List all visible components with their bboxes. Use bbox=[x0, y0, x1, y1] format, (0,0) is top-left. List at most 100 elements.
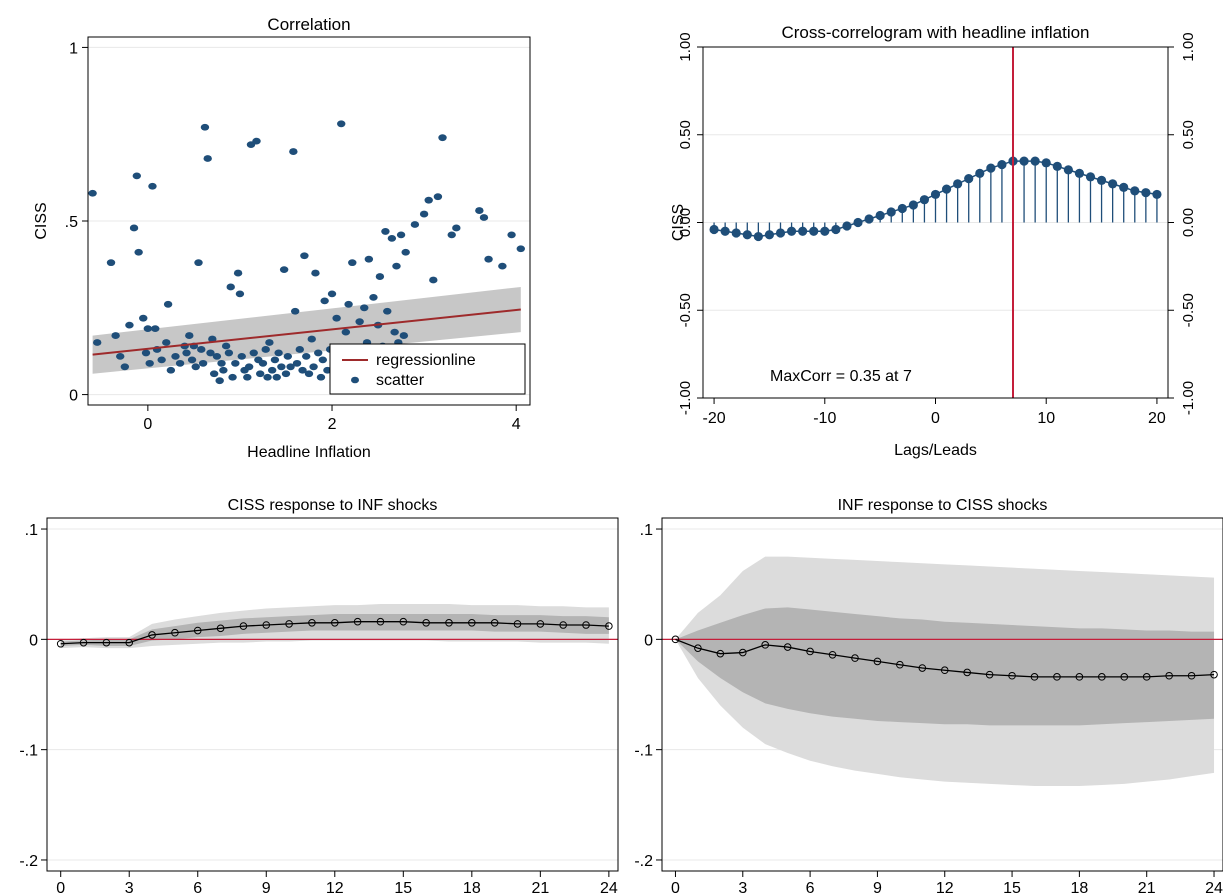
correlation-marker bbox=[1085, 172, 1096, 182]
correlation-marker bbox=[986, 163, 996, 173]
y-tick-label: -.1 bbox=[634, 743, 653, 760]
response-marker bbox=[828, 650, 837, 659]
correlation-marker bbox=[731, 228, 741, 238]
response-marker bbox=[490, 618, 499, 627]
scatter-point bbox=[320, 297, 329, 305]
scatter-point bbox=[209, 370, 219, 378]
correlation-marker bbox=[886, 207, 896, 217]
scatter-point bbox=[274, 349, 283, 357]
x-tick-label: 2 bbox=[328, 416, 337, 433]
scatter-point bbox=[433, 193, 443, 201]
correlation-marker bbox=[1108, 179, 1118, 189]
scatter-point bbox=[255, 370, 265, 378]
response-marker bbox=[896, 660, 904, 669]
scatter-point bbox=[337, 120, 346, 128]
scatter-point bbox=[307, 335, 316, 343]
x-axis-label: Headline Inflation bbox=[247, 444, 371, 461]
y-tick-label: .5 bbox=[65, 214, 78, 231]
scatter-point bbox=[316, 373, 326, 381]
response-marker bbox=[102, 638, 111, 647]
x-tick-label: 24 bbox=[1205, 880, 1223, 896]
y-tick-label: 1 bbox=[69, 40, 78, 57]
scatter-point bbox=[392, 262, 401, 270]
scatter-point bbox=[290, 307, 300, 315]
scatter-point bbox=[304, 370, 314, 378]
scatter-point bbox=[148, 182, 157, 190]
response-marker bbox=[605, 622, 613, 630]
x-tick-label: 21 bbox=[531, 880, 549, 896]
scatter-point bbox=[175, 359, 185, 367]
response-marker bbox=[399, 617, 408, 626]
scatter-point bbox=[151, 325, 160, 333]
scatter-point bbox=[383, 307, 392, 315]
x-tick-label: 18 bbox=[1070, 880, 1088, 896]
x-tick-label: 15 bbox=[394, 880, 412, 896]
y-axis-label: CISS bbox=[670, 204, 687, 241]
x-tick-label: 18 bbox=[463, 880, 481, 896]
correlation-marker bbox=[1019, 156, 1029, 166]
correlation-marker bbox=[820, 226, 830, 236]
plot-frame bbox=[661, 517, 1223, 872]
scatter-point bbox=[419, 210, 429, 218]
scatter-point bbox=[283, 352, 293, 360]
correlation-marker bbox=[864, 214, 874, 224]
response-marker bbox=[716, 649, 725, 658]
x-tick-label: 21 bbox=[1138, 880, 1156, 896]
response-marker bbox=[1210, 670, 1218, 679]
scatter-point bbox=[375, 273, 385, 280]
scatter-point bbox=[171, 352, 180, 360]
scatter-point bbox=[387, 234, 397, 242]
response-marker bbox=[148, 631, 156, 639]
correlation-marker bbox=[964, 174, 974, 184]
response-marker bbox=[559, 621, 567, 629]
x-tick-label: 24 bbox=[600, 880, 618, 896]
correlation-marker bbox=[1041, 158, 1051, 168]
scatter-point bbox=[302, 352, 311, 360]
scatter-point bbox=[314, 349, 323, 357]
scatter-point bbox=[270, 356, 280, 364]
response-marker bbox=[806, 647, 814, 656]
correlation-marker bbox=[908, 200, 918, 210]
scatter-point bbox=[399, 332, 409, 339]
response-line bbox=[675, 638, 1215, 678]
x-tick-label: 0 bbox=[931, 410, 940, 427]
correlation-marker bbox=[1074, 168, 1085, 178]
response-marker bbox=[1075, 673, 1084, 681]
scatter-point bbox=[475, 207, 484, 214]
scatter-point bbox=[221, 342, 231, 350]
response-marker bbox=[761, 641, 770, 649]
response-marker bbox=[940, 666, 949, 675]
scatter-point bbox=[263, 373, 272, 381]
response-marker bbox=[918, 664, 927, 672]
response-marker bbox=[1030, 673, 1039, 681]
response-marker bbox=[1165, 671, 1173, 680]
correlation-marker bbox=[1141, 188, 1151, 198]
response-marker bbox=[582, 621, 590, 629]
y-tick-label: -.1 bbox=[19, 743, 38, 760]
scatter-point bbox=[197, 346, 206, 353]
scatter-point bbox=[139, 314, 148, 322]
scatter-point bbox=[187, 356, 197, 364]
x-tick-label: 0 bbox=[56, 880, 65, 896]
correlation-marker bbox=[1119, 182, 1129, 192]
scatter-point bbox=[272, 373, 281, 381]
x-tick-label: 6 bbox=[193, 880, 202, 896]
scatter-point bbox=[208, 335, 217, 343]
inner-confidence-band bbox=[60, 613, 609, 646]
response-marker bbox=[262, 621, 271, 629]
scatter-point bbox=[206, 349, 215, 357]
correlation-marker bbox=[897, 203, 907, 214]
regression-line bbox=[92, 308, 521, 356]
y-tick-label: 0 bbox=[644, 632, 653, 649]
scatter-point bbox=[360, 304, 369, 312]
scatter-point bbox=[243, 373, 252, 381]
y-tick-label-right: 0.00 bbox=[1180, 208, 1197, 237]
correlation-marker bbox=[975, 168, 985, 178]
scatter-point bbox=[498, 262, 507, 270]
x-tick-label: 10 bbox=[1037, 410, 1055, 427]
cross-correlogram-chart: -1.00 -1.00 -0.50 -0.50 0.00 0.00 0.50 0.50 1.00… bbox=[670, 23, 1197, 459]
y-tick-label-left: -0.50 bbox=[677, 293, 694, 327]
scatter-point bbox=[298, 366, 307, 374]
scatter-point bbox=[132, 172, 142, 180]
scatter-point bbox=[141, 349, 151, 357]
